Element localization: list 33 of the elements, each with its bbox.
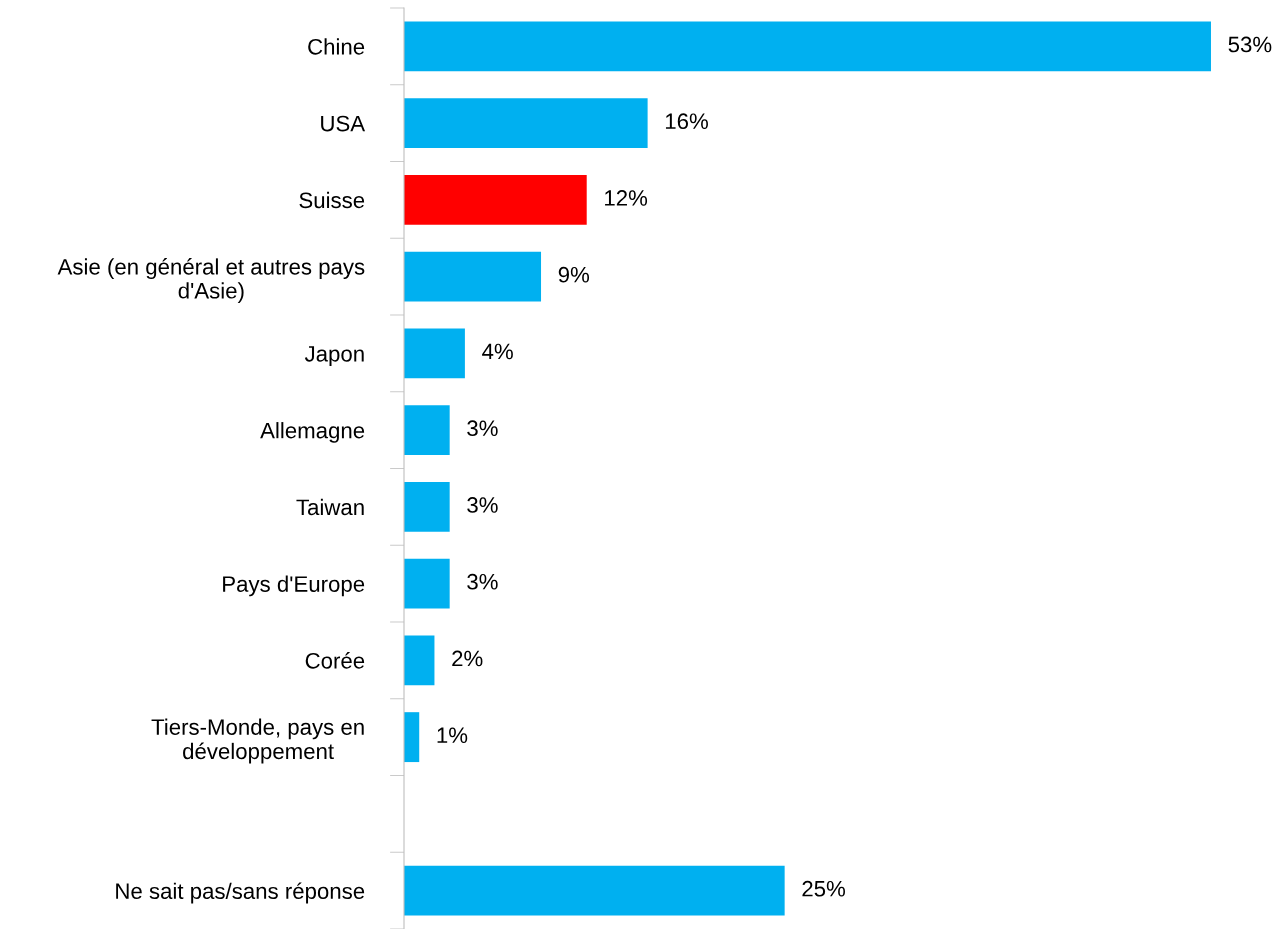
bar	[404, 558, 450, 609]
bar	[404, 251, 542, 302]
y-tick-label: Ne sait pas/sans réponse	[116, 882, 365, 904]
data-label: 16%	[665, 113, 708, 130]
data-label: 2%	[452, 650, 483, 667]
bar	[404, 405, 450, 456]
y-tick-label: Allemagne	[260, 422, 365, 443]
bar	[404, 328, 465, 379]
bar	[404, 174, 587, 225]
y-tick-label: Japon	[304, 346, 364, 367]
bar	[404, 712, 420, 763]
data-label: 3%	[467, 497, 498, 513]
data-label: 4%	[482, 343, 513, 360]
data-label: 9%	[558, 266, 590, 283]
y-tick-label: Suisse	[299, 191, 365, 209]
data-label: 25%	[802, 880, 845, 897]
y-tick-label: Tiers-Monde, pays en développement	[151, 718, 364, 764]
y-tick-label: Corée	[305, 652, 365, 669]
data-label: 3%	[467, 573, 498, 590]
data-label: 53%	[1228, 36, 1272, 53]
bar	[404, 865, 785, 916]
data-label: 12%	[605, 190, 648, 206]
y-tick-label: Asie (en général et autres pays d'Asie)	[57, 258, 365, 303]
bar	[404, 21, 1211, 72]
bar	[404, 635, 435, 686]
bar	[404, 481, 450, 532]
y-tick-label: Pays d'Europe	[223, 575, 365, 597]
y-tick-label: Taiwan	[296, 498, 364, 516]
data-label: 1%	[437, 727, 468, 743]
data-label: 3%	[467, 420, 498, 437]
y-tick-label: Chine	[308, 38, 365, 55]
y-tick-label: USA	[321, 115, 366, 132]
bar	[404, 98, 648, 149]
